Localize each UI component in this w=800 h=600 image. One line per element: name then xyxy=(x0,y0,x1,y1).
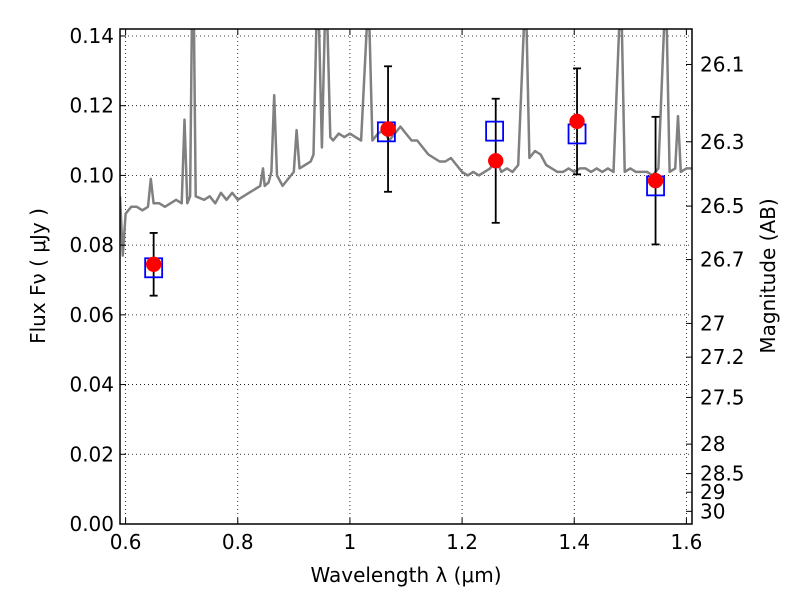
y-tick-label: 0.12 xyxy=(69,94,114,118)
right-tick-label: 30 xyxy=(700,499,725,523)
x-tick-label: 0.8 xyxy=(222,530,254,554)
y-axis-label: Flux Fν ( μJy ) xyxy=(26,208,50,344)
right-tick-label: 28 xyxy=(700,432,725,456)
x-tick-label: 0.6 xyxy=(110,530,142,554)
y-tick-labels: 0.00 0.02 0.04 0.06 0.08 0.10 0.12 0.14 xyxy=(69,24,114,536)
y-tick-label: 0.10 xyxy=(69,163,114,187)
right-tick-label: 29 xyxy=(700,480,725,504)
observed-point xyxy=(569,113,585,130)
right-axis-label: Magnitude (AB) xyxy=(756,198,780,353)
x-tick-label: 1.4 xyxy=(558,530,590,554)
x-tick-labels: 0.6 0.8 1 1.2 1.4 1.6 xyxy=(110,530,703,554)
error-bars xyxy=(149,65,660,297)
y-tick-label: 0.00 xyxy=(69,512,114,536)
right-tick-label: 26.5 xyxy=(700,194,745,218)
observed-series xyxy=(145,113,664,273)
right-tick-label: 26.3 xyxy=(700,130,745,154)
right-tick-label: 27 xyxy=(700,311,725,335)
x-tick-label: 1 xyxy=(344,530,357,554)
x-tick-label: 1.2 xyxy=(446,530,478,554)
right-tick-label: 27.2 xyxy=(700,345,745,369)
right-tick-label: 26.7 xyxy=(700,248,745,272)
observed-point xyxy=(380,121,396,137)
spectrum-series xyxy=(120,29,692,257)
grid xyxy=(120,29,692,525)
y-tick-label: 0.02 xyxy=(69,442,114,466)
observed-point xyxy=(145,256,162,273)
y-tick-label: 0.08 xyxy=(69,233,114,257)
x-axis-label: Wavelength λ (μm) xyxy=(310,563,501,587)
observed-point xyxy=(487,153,504,169)
model-series xyxy=(144,120,665,279)
x-tick-label: 1.6 xyxy=(670,530,702,554)
y-tick-label: 0.04 xyxy=(69,373,114,397)
y-tick-label: 0.06 xyxy=(69,303,114,327)
right-tick-label: 27.5 xyxy=(700,385,745,409)
right-tick-label: 28.5 xyxy=(700,462,745,486)
y-tick-label: 0.14 xyxy=(69,24,114,48)
model-square xyxy=(485,120,505,142)
tick-marks xyxy=(120,29,692,525)
plot-frame xyxy=(119,28,693,525)
spectrum-line xyxy=(120,29,692,257)
observed-point xyxy=(647,172,664,189)
right-tick-label: 26.1 xyxy=(700,52,745,76)
